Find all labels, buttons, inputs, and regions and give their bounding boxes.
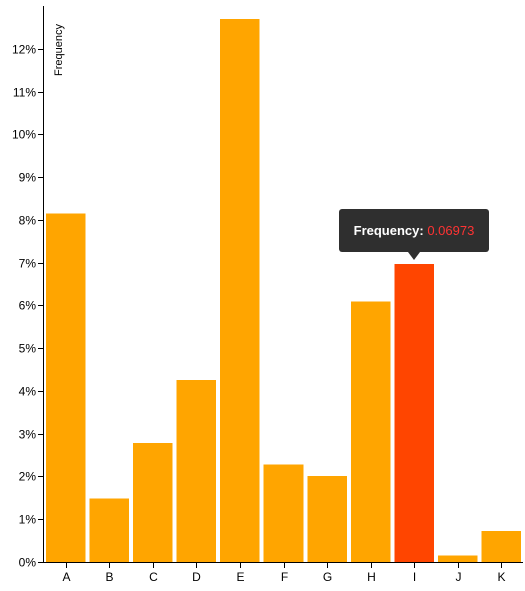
y-axis: 0% 1% 2% 3% 4% 5% 6% 7% 8% 9% 10% 11% 12% Frequency (12, 6, 65, 570)
y-tick-label: 3% (19, 428, 37, 442)
x-tick-label: E (236, 570, 244, 584)
x-tick-label: I (413, 570, 416, 584)
x-tick-label: D (192, 570, 201, 584)
y-tick-label: 9% (19, 171, 37, 185)
bar-f[interactable] (263, 464, 304, 562)
y-tick-label: 7% (19, 257, 37, 271)
tooltip: Frequency: 0.06973 (338, 208, 490, 260)
x-tick-label: B (105, 570, 113, 584)
bar-k[interactable] (481, 531, 521, 562)
y-tick-label: 10% (12, 128, 36, 142)
y-axis-ticks: 0% 1% 2% 3% 4% 5% 6% 7% 8% 9% 10% 11% 12% (12, 43, 44, 570)
x-tick-label: K (497, 570, 505, 584)
x-tick-label: H (367, 570, 376, 584)
bar-e[interactable] (220, 18, 260, 563)
y-tick-label: 2% (19, 470, 37, 484)
x-axis-ticks: A B C D E F G H I J K (62, 562, 506, 584)
y-tick-label: 1% (19, 513, 37, 527)
bar-c[interactable] (133, 443, 173, 562)
y-tick-label: 8% (19, 214, 37, 228)
bar-j[interactable] (437, 555, 478, 562)
x-axis: A B C D E F G H I J K (43, 562, 523, 584)
bars (46, 18, 521, 563)
x-tick-label: A (62, 570, 70, 584)
tooltip-label: Frequency: (353, 222, 424, 238)
bar-a[interactable] (46, 213, 86, 562)
tooltip-value: 0.06973 (427, 222, 475, 238)
y-tick-label: 5% (19, 342, 37, 356)
y-tick-label: 4% (19, 385, 37, 399)
bar-h[interactable] (350, 301, 391, 562)
x-tick-label: C (149, 570, 158, 584)
y-tick-label: 12% (12, 43, 36, 57)
y-tick-label: 6% (19, 299, 37, 313)
y-tick-label: 0% (19, 556, 37, 570)
y-tick-label: 11% (13, 86, 36, 100)
bar-g[interactable] (307, 476, 347, 562)
x-tick-label: G (323, 570, 332, 584)
y-axis-title: Frequency (53, 24, 65, 76)
bar-d[interactable] (176, 380, 217, 562)
bar-i[interactable] (394, 263, 434, 562)
bar-b[interactable] (89, 498, 130, 562)
x-tick-label: J (456, 570, 462, 584)
x-tick-label: F (281, 570, 288, 584)
